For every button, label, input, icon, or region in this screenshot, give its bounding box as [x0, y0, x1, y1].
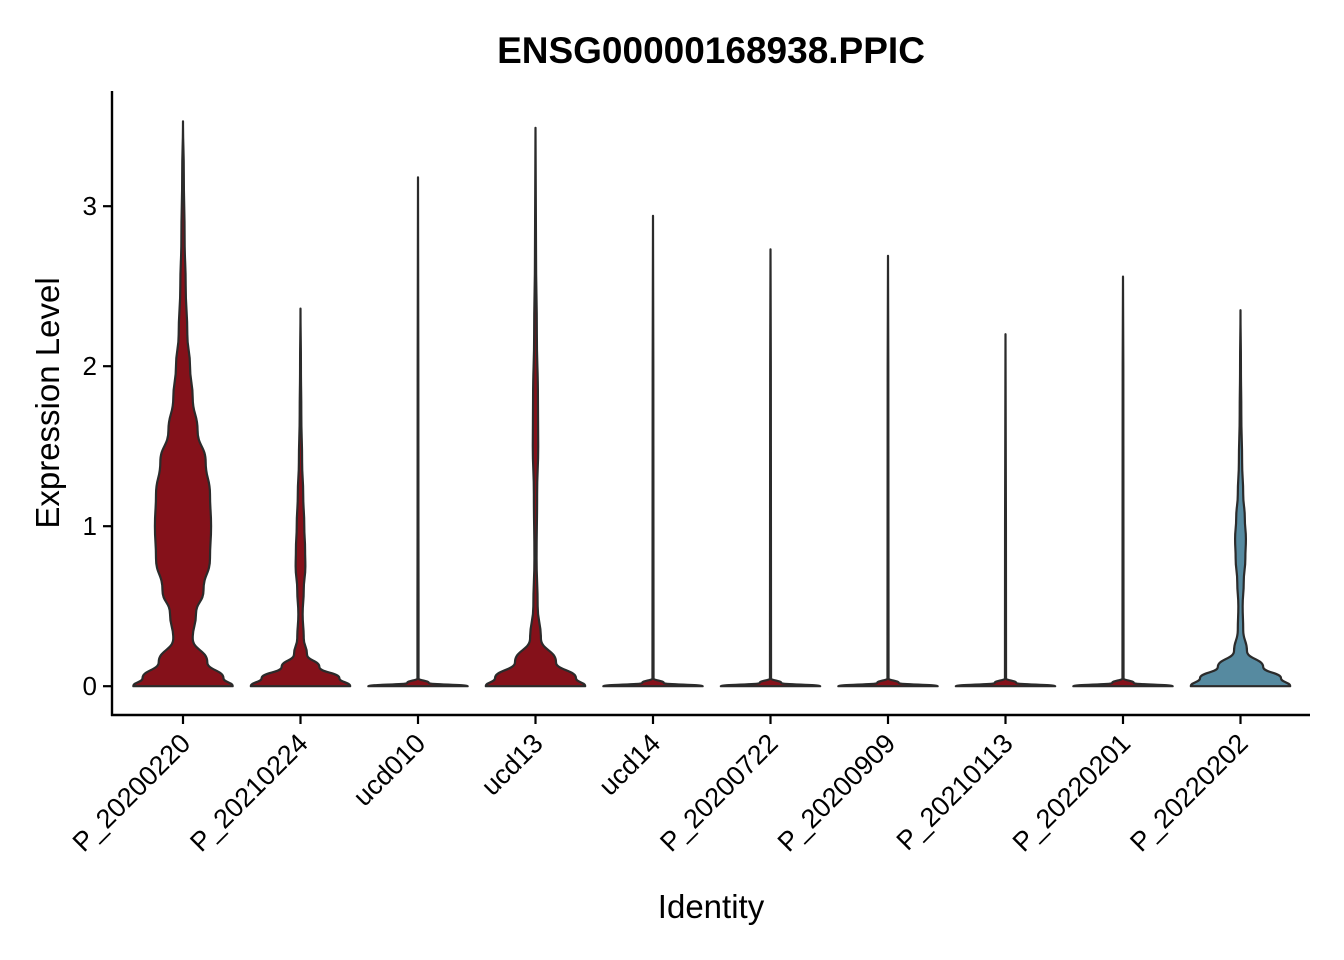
violin-P_20220202 — [1189, 309, 1292, 688]
x-tick-label-P_20200909: P_20200909 — [772, 728, 902, 858]
violin-P_20210224 — [249, 307, 352, 688]
chart-title: ENSG00000168938.PPIC — [497, 30, 925, 71]
x-tick-label-P_20210224: P_20210224 — [184, 728, 314, 858]
x-tick-label-ucd010: ucd010 — [347, 728, 431, 812]
y-tick-label: 3 — [83, 191, 97, 221]
x-tick-label-ucd13: ucd13 — [476, 728, 549, 801]
x-tick-label-ucd14: ucd14 — [593, 728, 666, 801]
x-tick-label-P_20200220: P_20200220 — [67, 728, 197, 858]
x-tick-label-P_20200722: P_20200722 — [654, 728, 784, 858]
y-tick-label: 2 — [83, 351, 97, 381]
y-axis-title: Expression Level — [29, 277, 66, 528]
x-tick-label-P_20220202: P_20220202 — [1124, 728, 1254, 858]
x-axis-title: Identity — [658, 888, 765, 925]
violin-P_20220201 — [1072, 275, 1174, 688]
y-ticks: 0 1 2 3 — [83, 191, 112, 701]
violin-ucd14 — [602, 214, 704, 688]
violin-P_20210113 — [954, 333, 1057, 688]
violin-ucd13 — [484, 126, 587, 688]
axes — [110, 91, 1310, 717]
violin-group — [132, 120, 1292, 688]
y-tick-label: 0 — [83, 671, 97, 701]
x-tick-label-P_20210113: P_20210113 — [891, 728, 1019, 856]
violin-P_20200722 — [719, 248, 822, 688]
violin-P_20200909 — [837, 254, 939, 688]
x-tick-label-P_20220201: P_20220201 — [1007, 728, 1137, 858]
y-tick-label: 1 — [83, 511, 97, 541]
violin-ucd010 — [367, 176, 469, 688]
violin-P_20200220 — [132, 120, 234, 688]
